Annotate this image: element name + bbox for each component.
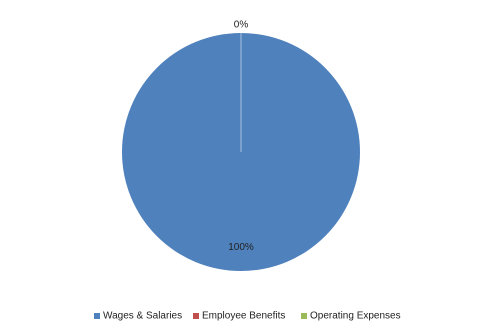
legend-label: Operating Expenses: [310, 311, 401, 322]
legend-swatch: [193, 313, 199, 319]
legend-swatch: [94, 313, 100, 319]
legend-label: Wages & Salaries: [103, 311, 182, 322]
legend-swatch: [301, 313, 307, 319]
legend-label: Employee Benefits: [202, 311, 285, 322]
data-label: 100%: [228, 242, 254, 253]
data-label: 0%: [234, 20, 249, 31]
